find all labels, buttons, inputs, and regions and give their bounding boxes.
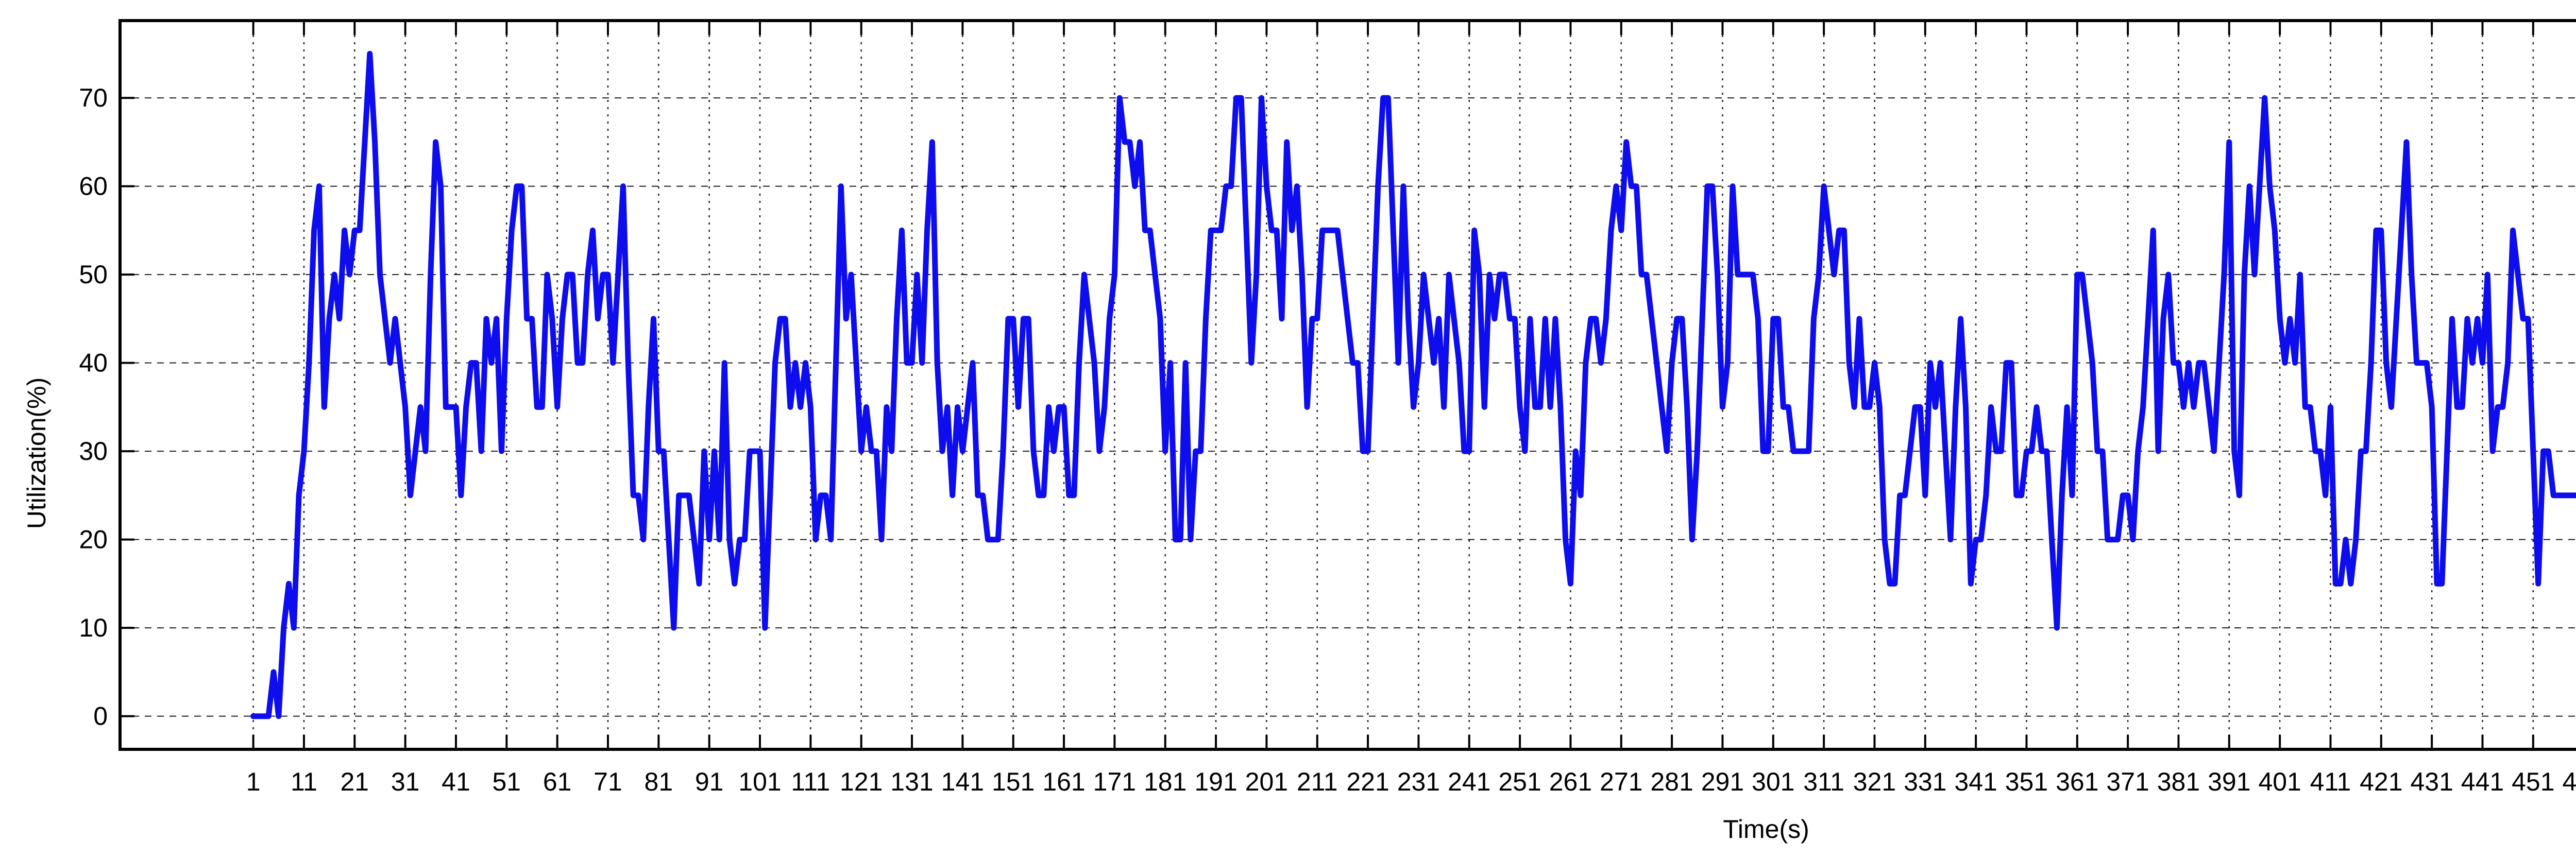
x-tick-label: 461 [2562,767,2576,796]
x-tick-label: 451 [2512,767,2554,796]
x-tick-label: 231 [1397,767,1440,796]
x-tick-label: 351 [2005,767,2048,796]
x-tick-label: 441 [2461,767,2504,796]
x-tick-label: 371 [2106,767,2149,796]
x-tick-label: 181 [1144,767,1187,796]
y-tick-label: 40 [79,349,108,377]
plot-frame [118,19,2576,751]
x-tick-label: 151 [992,767,1035,796]
x-tick-label: 11 [291,767,317,796]
y-tick-label: 10 [79,613,108,642]
y-axis-label: Utilization(%) [22,377,51,529]
x-tick-label: 281 [1650,767,1693,796]
x-tick-label: 391 [2208,767,2250,796]
x-tick-label: 141 [941,767,984,796]
x-tick-label: 341 [1954,767,1997,796]
x-tick-label: 211 [1297,767,1338,796]
x-tick-label: 261 [1549,767,1592,796]
x-tick-label: 201 [1245,767,1288,796]
x-tick-label: 1 [246,767,261,796]
x-tick-label: 221 [1346,767,1389,796]
gridlines [120,21,2576,749]
x-tick-label: 41 [442,767,470,796]
x-tick-label: 361 [2056,767,2098,796]
x-tick-label: 431 [2410,767,2453,796]
x-tick-label: 331 [1904,767,1946,796]
x-tick-label: 191 [1194,767,1237,796]
y-tick-label: 30 [79,437,108,466]
x-tick-label: 301 [1752,767,1794,796]
x-tick-label: 411 [2310,767,2351,796]
axes [118,19,2576,751]
x-tick-label: 121 [840,767,883,796]
y-tick-label: 50 [79,260,108,289]
x-tick-label: 111 [791,767,830,796]
x-tick-label: 401 [2258,767,2301,796]
x-tick-label: 251 [1498,767,1541,796]
x-tick-label: 61 [543,767,572,796]
tick-labels: 1 11 21 31 41 51 61 71 81 91 101 111 121 131 141 151 161… [79,83,2576,796]
x-tick-label: 421 [2360,767,2402,796]
x-tick-label: 91 [695,767,724,796]
utilization-series [250,50,2576,719]
x-tick-label: 131 [890,767,933,796]
x-tick-label: 21 [340,767,369,796]
x-tick-label: 241 [1448,767,1490,796]
y-tick-label: 60 [79,172,108,201]
y-tick-label: 20 [79,525,108,554]
x-tick-label: 161 [1042,767,1085,796]
x-tick-label: 71 [594,767,622,796]
x-tick-label: 381 [2157,767,2200,796]
utilization-line [250,50,2576,719]
x-tick-label: 271 [1600,767,1642,796]
x-tick-label: 171 [1093,767,1136,796]
x-tick-label: 291 [1701,767,1744,796]
x-tick-label: 31 [391,767,420,796]
y-tick-label: 70 [79,83,108,112]
x-tick-label: 81 [645,767,673,796]
x-tick-label: 51 [493,767,521,796]
x-tick-label: 311 [1803,767,1844,796]
y-tick-label: 0 [93,702,108,731]
x-tick-label: 321 [1853,767,1896,796]
x-axis-label: Time(s) [1723,815,1809,844]
x-tick-label: 101 [738,767,781,796]
